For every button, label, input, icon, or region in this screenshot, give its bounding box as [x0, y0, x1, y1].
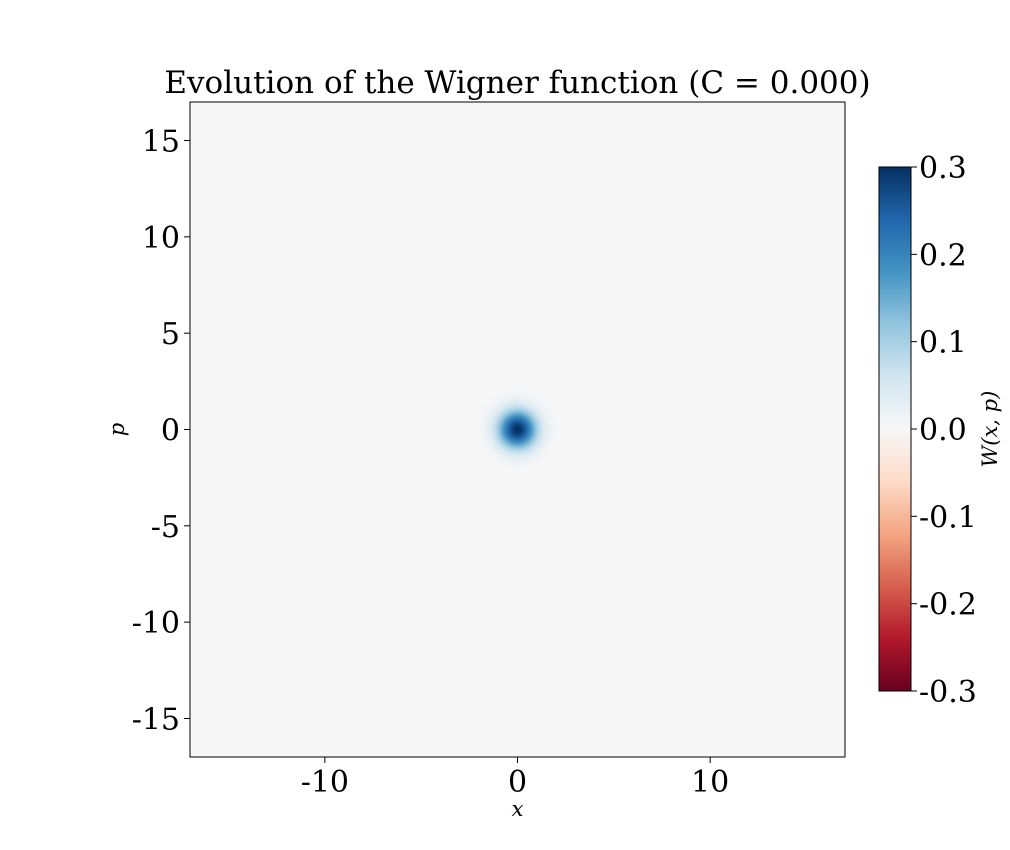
y-tick-label: 0 — [161, 414, 180, 449]
colorbar-tick-label: -0.1 — [919, 500, 977, 535]
y-axis-label: p — [105, 423, 129, 436]
plot-area — [189, 101, 846, 758]
x-axis-ticks: -10 0 10 — [301, 757, 729, 800]
colorbar-label: W(x, p) — [978, 391, 1002, 468]
x-tick-label: 0 — [508, 765, 527, 800]
x-axis-label: x — [512, 797, 524, 821]
colorbar-tick-label: 0.0 — [919, 413, 967, 448]
colorbar: 0.3 0.2 0.1 0.0 -0.1 -0.2 -0.3 W(x, p) — [878, 151, 1002, 710]
y-tick-label: -15 — [132, 702, 180, 737]
x-tick-label: -10 — [301, 765, 349, 800]
x-tick-label: 10 — [691, 765, 729, 800]
colorbar-gradient — [879, 167, 911, 691]
y-tick-label: 5 — [161, 317, 180, 352]
colorbar-tick-label: -0.3 — [919, 675, 977, 710]
chart-title: Evolution of the Wigner function (C = 0.… — [164, 65, 870, 101]
wigner-peak — [474, 386, 561, 473]
y-tick-label: -5 — [151, 510, 180, 545]
y-tick-label: -10 — [132, 606, 180, 641]
colorbar-tick-label: 0.2 — [919, 238, 967, 273]
colorbar-tick-label: 0.3 — [919, 151, 967, 186]
y-tick-label: 15 — [142, 125, 180, 160]
colorbar-tick-label: -0.2 — [919, 588, 977, 623]
y-tick-label: 10 — [142, 221, 180, 256]
colorbar-tick-label: 0.1 — [919, 326, 967, 361]
y-axis-ticks: 15 10 5 0 -5 -10 -15 — [132, 125, 190, 737]
colorbar-ticks: 0.3 0.2 0.1 0.0 -0.1 -0.2 -0.3 — [911, 151, 977, 710]
